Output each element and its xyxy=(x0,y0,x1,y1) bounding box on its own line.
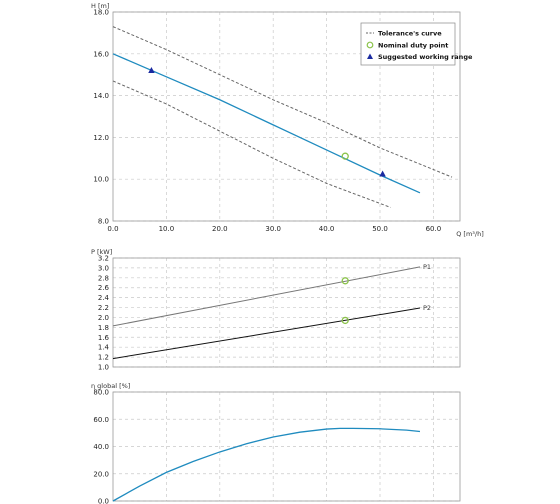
legend-label-tolerance: Tolerance's curve xyxy=(378,30,442,38)
y-tick-label: 1.8 xyxy=(98,324,109,332)
y-tick-label: 20.0 xyxy=(93,470,109,478)
legend-label-nominal: Nominal duty point xyxy=(378,42,448,50)
plot-frame xyxy=(112,257,461,368)
y-tick-label: 2.0 xyxy=(98,314,109,322)
legend-swatch-nominal xyxy=(366,41,374,49)
y-tick-label: 12.0 xyxy=(93,134,109,142)
y-axis-label: η global [%] xyxy=(91,382,130,390)
legend-swatch-working-range xyxy=(367,53,373,59)
x-tick-label: 40.0 xyxy=(319,225,335,233)
y-tick-label: 2.4 xyxy=(98,294,110,302)
y-tick-label: 40.0 xyxy=(93,443,109,451)
y-tick-label: 60.0 xyxy=(93,416,109,424)
series-line xyxy=(112,427,421,502)
legend-box xyxy=(360,22,456,66)
series-end-label: P2 xyxy=(423,304,431,312)
y-tick-label: 10.0 xyxy=(93,176,109,184)
duty-point xyxy=(341,316,349,325)
working-range-marker xyxy=(148,67,155,74)
y-axis-label: P [kW] xyxy=(91,248,112,256)
y-tick-label: 2.2 xyxy=(98,304,109,312)
duty-point xyxy=(341,277,349,285)
y-tick-label: 16.0 xyxy=(93,50,109,58)
x-tick-label: 20.0 xyxy=(212,225,228,233)
y-tick-label: 0.0 xyxy=(98,498,109,504)
y-tick-label: 1.0 xyxy=(98,364,109,372)
legend-label-working-range: Suggested working range xyxy=(378,53,473,61)
x-tick-label: 50.0 xyxy=(372,225,388,233)
series-line xyxy=(112,80,391,208)
x-tick-label: 60.0 xyxy=(426,225,442,233)
plot-frame xyxy=(112,391,461,502)
x-tick-label: 0.0 xyxy=(107,225,118,233)
series-line xyxy=(112,26,453,178)
series-end-label: P1 xyxy=(423,263,431,271)
series-line xyxy=(112,53,421,194)
y-tick-label: 3.0 xyxy=(98,264,109,272)
y-tick-label: 8.0 xyxy=(98,218,109,226)
y-tick-label: 1.4 xyxy=(98,344,110,352)
y-tick-label: 2.6 xyxy=(98,284,110,292)
nominal-duty-point xyxy=(341,152,349,160)
series-line xyxy=(112,307,421,360)
y-axis-label: H [m] xyxy=(91,2,109,10)
plot-frame xyxy=(112,11,461,222)
y-tick-label: 80.0 xyxy=(93,389,109,397)
working-range-marker xyxy=(379,170,386,177)
y-tick-label: 1.2 xyxy=(98,354,109,362)
y-tick-label: 18.0 xyxy=(93,9,109,17)
y-tick-label: 1.6 xyxy=(98,334,110,342)
x-tick-label: 10.0 xyxy=(159,225,175,233)
x-tick-label: 30.0 xyxy=(265,225,281,233)
y-tick-label: 3.2 xyxy=(98,255,109,263)
y-tick-label: 14.0 xyxy=(93,92,109,100)
x-axis-label: Q [m³/h] xyxy=(456,230,484,238)
series-line xyxy=(112,266,421,327)
y-tick-label: 2.8 xyxy=(98,274,109,282)
